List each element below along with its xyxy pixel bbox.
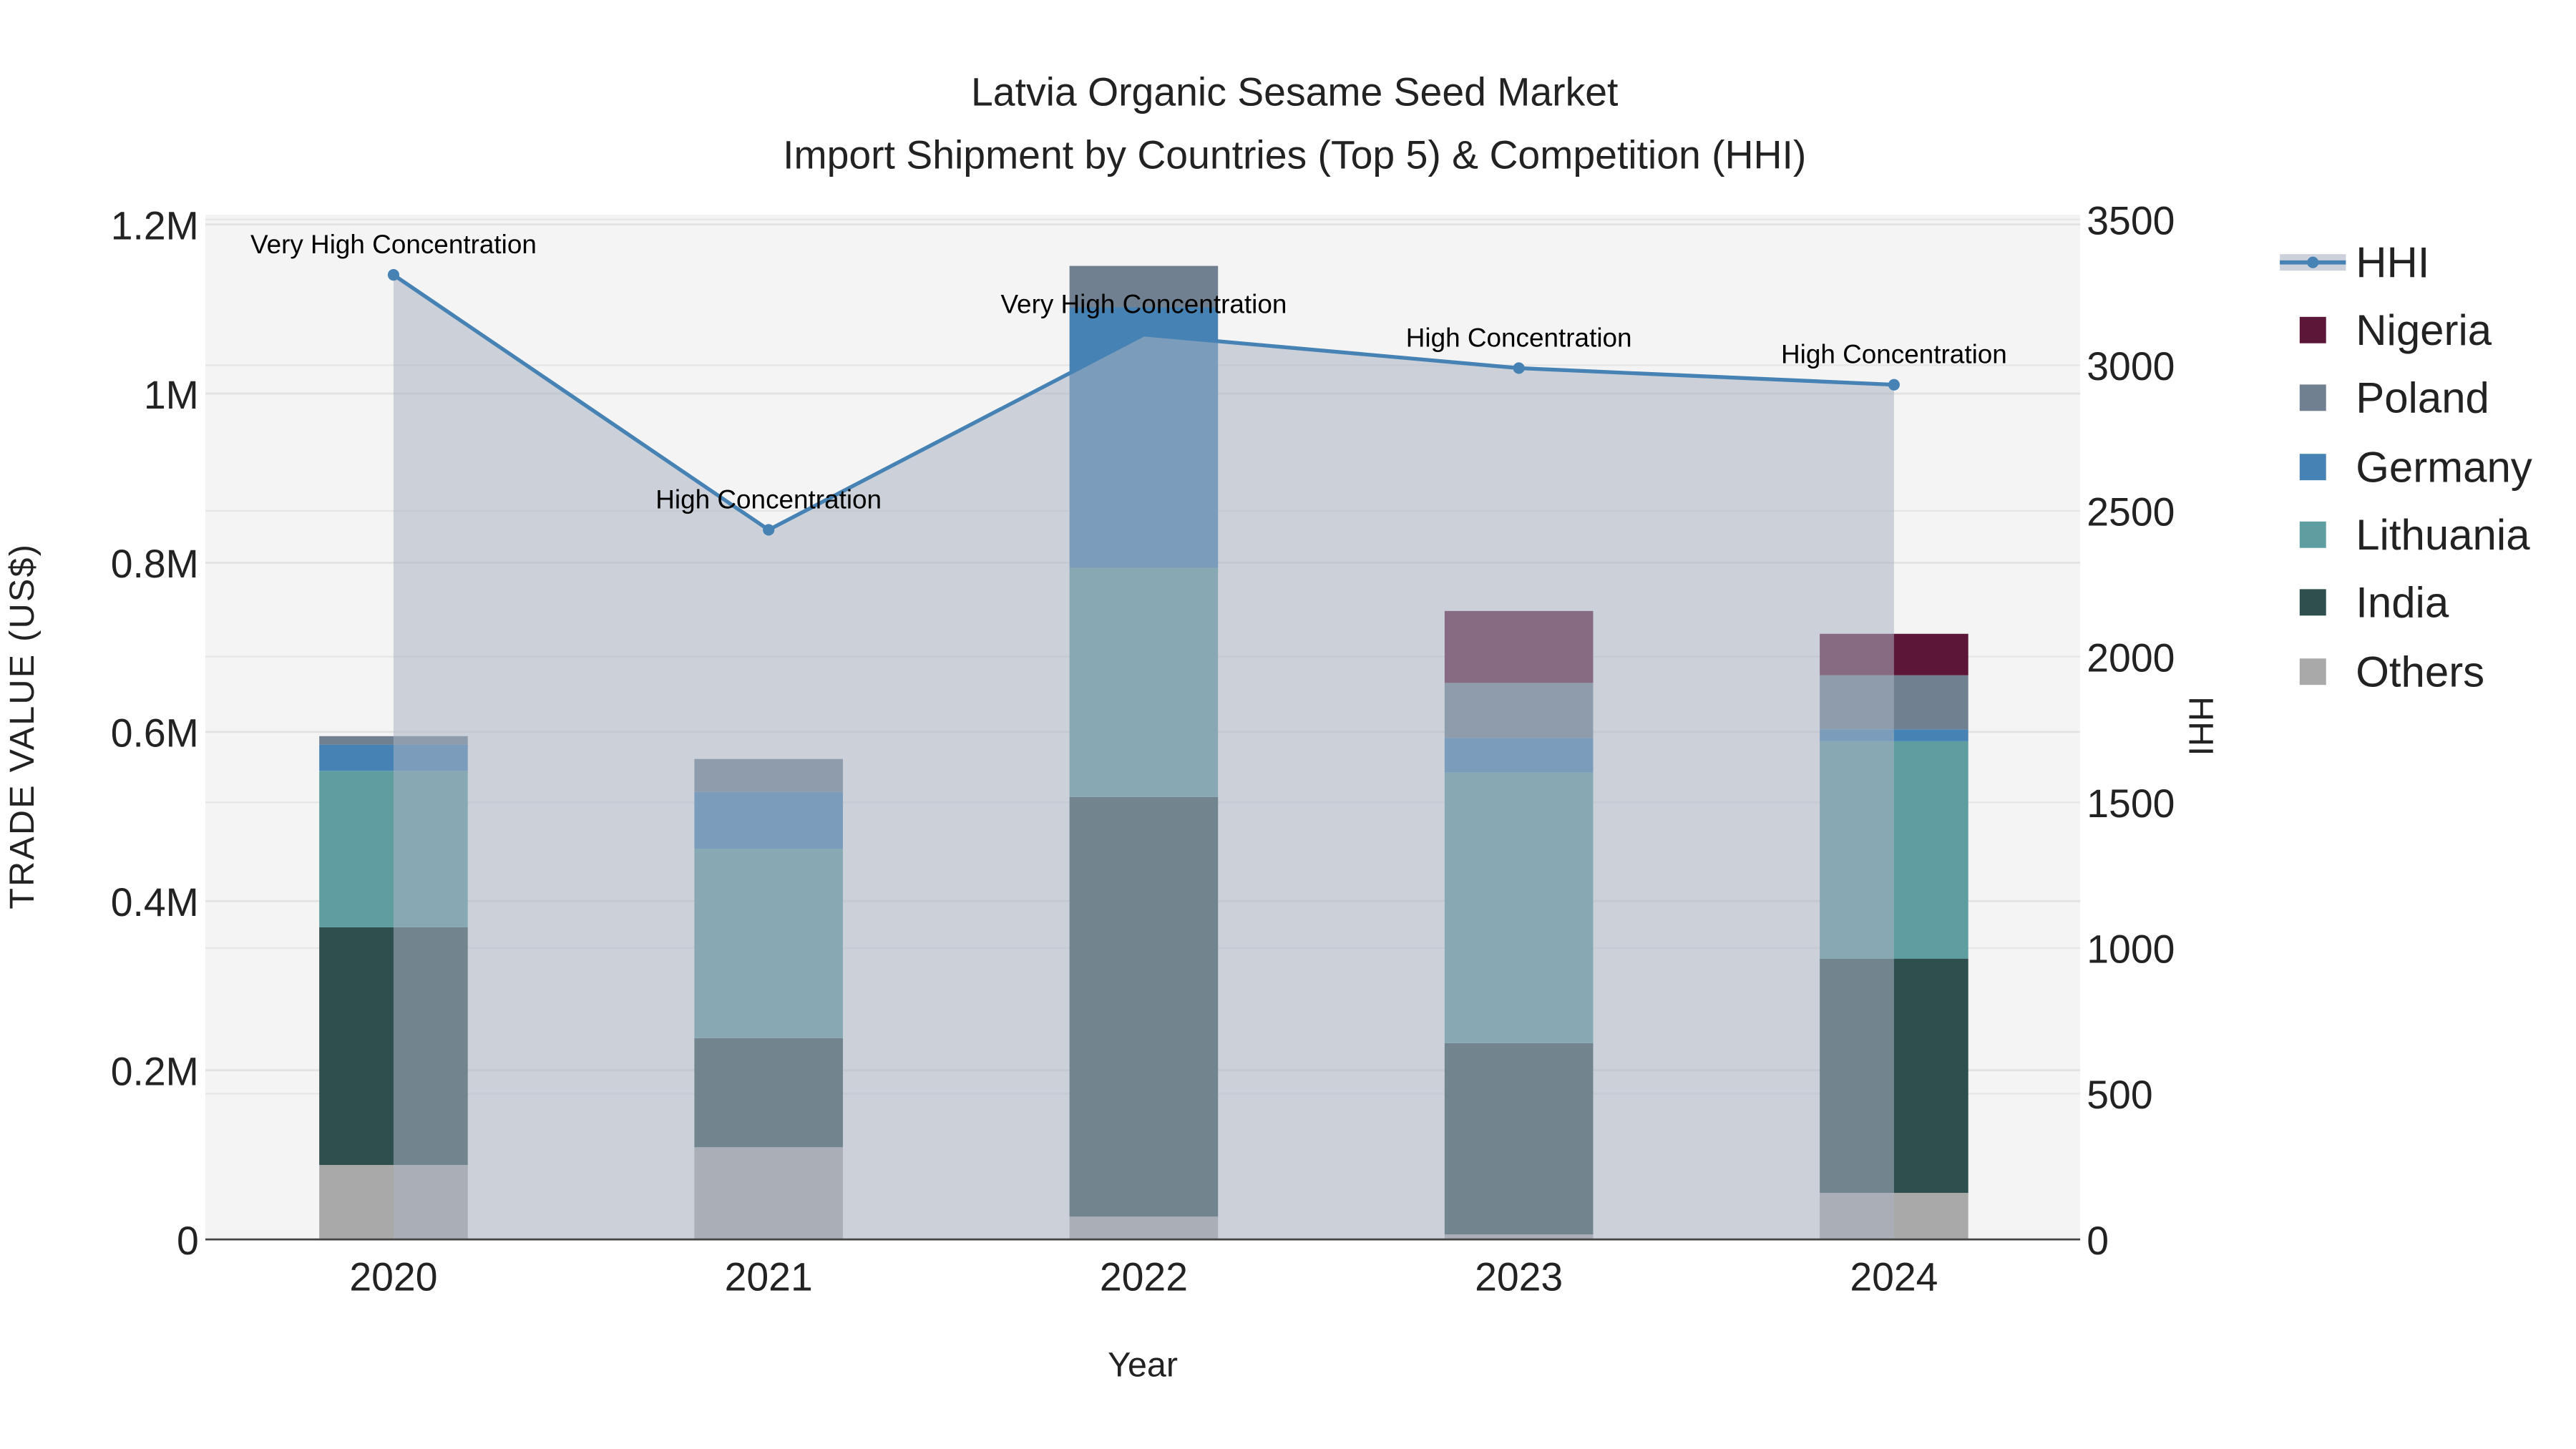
legend-hhi-marker-icon bbox=[2307, 256, 2319, 268]
hhi-annotation: High Concentration bbox=[1781, 340, 2007, 369]
hhi-annotation: High Concentration bbox=[1406, 323, 1632, 352]
y2-axis-title: HHI bbox=[2181, 696, 2220, 756]
legend-item-hhi[interactable]: HHI bbox=[2356, 238, 2429, 286]
y2-tick-label: 2000 bbox=[2087, 635, 2175, 680]
y2-tick-label: 3500 bbox=[2087, 199, 2175, 243]
legend-swatch-india bbox=[2299, 589, 2326, 616]
y-tick-label: 1M bbox=[144, 373, 199, 417]
y-tick-label: 0.4M bbox=[111, 880, 199, 924]
legend-item-lithuania[interactable]: Lithuania bbox=[2356, 511, 2530, 559]
hhi-line bbox=[392, 273, 1895, 532]
x-tick-label: 2020 bbox=[349, 1255, 437, 1299]
hhi-point[interactable] bbox=[763, 524, 775, 536]
x-tick-label: 2023 bbox=[1475, 1255, 1563, 1299]
hhi-point[interactable] bbox=[387, 269, 400, 281]
legend-item-poland[interactable]: Poland bbox=[2356, 374, 2489, 422]
y2-tick-label: 3000 bbox=[2087, 344, 2175, 389]
legend-item-india[interactable]: India bbox=[2356, 579, 2449, 627]
y2-tick-label: 0 bbox=[2087, 1219, 2109, 1263]
x-tick-label: 2022 bbox=[1100, 1255, 1188, 1299]
legend-swatch-poland bbox=[2299, 384, 2326, 411]
legend-swatch-lithuania bbox=[2299, 521, 2326, 548]
hhi-annotation: High Concentration bbox=[655, 484, 882, 514]
y-axis-title: TRADE VALUE (US$) bbox=[3, 543, 42, 909]
legend-swatch-germany bbox=[2299, 454, 2326, 481]
x-tick-label: 2021 bbox=[725, 1255, 813, 1299]
hhi-point[interactable] bbox=[1888, 379, 1900, 391]
legend-swatch-nigeria bbox=[2299, 316, 2326, 343]
y2-tick-label: 1000 bbox=[2087, 927, 2175, 972]
hhi-point[interactable] bbox=[1513, 362, 1525, 374]
x-axis-title: Year bbox=[1108, 1346, 1178, 1385]
y-tick-label: 0.2M bbox=[111, 1049, 199, 1093]
y2-tick-label: 1500 bbox=[2087, 781, 2175, 826]
x-tick-label: 2024 bbox=[1850, 1255, 1938, 1299]
legend-item-germany[interactable]: Germany bbox=[2356, 443, 2532, 491]
y-tick-label: 0.6M bbox=[111, 711, 199, 756]
y-tick-label: 1.2M bbox=[111, 203, 199, 248]
y-tick-label: 0 bbox=[177, 1219, 199, 1263]
bar-poland-2022[interactable] bbox=[1069, 265, 1219, 308]
y2-tick-label: 2500 bbox=[2087, 490, 2175, 535]
y2-tick-label: 500 bbox=[2087, 1073, 2152, 1117]
hhi-annotation: Very High Concentration bbox=[250, 230, 537, 259]
y-tick-label: 0.8M bbox=[111, 542, 199, 586]
hhi-annotation: Very High Concentration bbox=[1000, 290, 1287, 319]
legend-swatch-others bbox=[2299, 658, 2326, 686]
chart-title: Latvia Organic Sesame Seed Market bbox=[971, 70, 1618, 114]
legend-item-others[interactable]: Others bbox=[2356, 648, 2484, 696]
chart-subtitle: Import Shipment by Countries (Top 5) & C… bbox=[783, 132, 1806, 177]
hhi-area bbox=[393, 275, 1894, 1240]
legend-item-nigeria[interactable]: Nigeria bbox=[2356, 306, 2492, 354]
